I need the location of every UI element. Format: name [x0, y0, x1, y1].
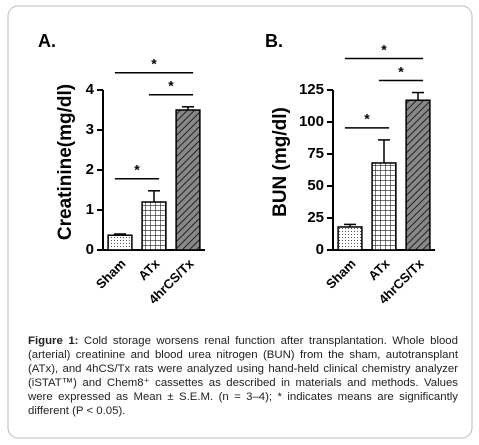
panel-label: A. — [38, 31, 56, 51]
significance-label: * — [398, 63, 404, 79]
bar — [107, 234, 133, 251]
x-tick-label: ATx — [135, 255, 163, 283]
y-tick-label: 100 — [299, 113, 324, 130]
bar — [337, 226, 363, 251]
y-tick-label: 2 — [86, 161, 94, 178]
significance-label: * — [168, 78, 174, 94]
y-tick-label: 125 — [299, 81, 324, 98]
x-tick-label: Sham — [323, 256, 359, 292]
significance-label: * — [364, 111, 370, 127]
x-tick-label: ATx — [365, 255, 393, 283]
figure-border — [7, 5, 473, 439]
caption-text: Cold storage worsens renal function afte… — [28, 335, 458, 417]
x-tick-label: Sham — [93, 256, 129, 292]
y-tick-label: 0 — [86, 241, 94, 258]
y-tick-label: 3 — [86, 121, 94, 138]
y-axis-label: BUN (mg/dl) — [270, 107, 291, 217]
y-tick-label: 1 — [86, 201, 94, 218]
bar — [371, 162, 397, 251]
caption: Figure 1: Cold storage worsens renal fun… — [28, 334, 458, 418]
bar — [175, 109, 201, 251]
y-tick-label: 4 — [86, 81, 95, 98]
bar — [141, 201, 167, 251]
y-tick-label: 25 — [307, 209, 324, 226]
caption-label: Figure 1: — [28, 335, 79, 347]
significance-label: * — [134, 162, 140, 178]
significance-label: * — [151, 56, 157, 72]
y-tick-label: 75 — [307, 145, 324, 162]
panel-label: B. — [265, 31, 283, 51]
bar — [405, 99, 431, 251]
y-tick-label: 0 — [316, 241, 324, 258]
significance-label: * — [381, 41, 387, 57]
y-axis-label: Creatinine(mg/dl) — [55, 84, 76, 240]
y-tick-label: 50 — [307, 177, 324, 194]
